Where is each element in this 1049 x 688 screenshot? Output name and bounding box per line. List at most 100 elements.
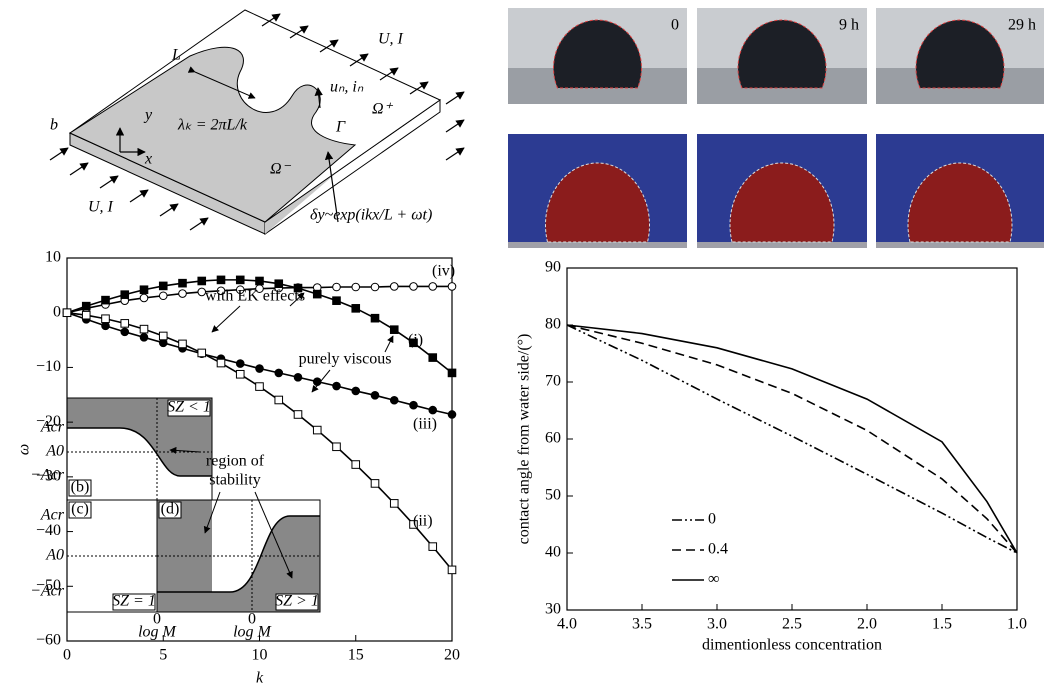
flow-label: U, I <box>88 199 114 216</box>
annotation-arrow <box>385 336 393 352</box>
region-label: Ω⁻ <box>270 161 292 178</box>
axis-label: x <box>144 151 152 168</box>
marker <box>333 443 341 451</box>
series-label: (ii) <box>413 513 433 530</box>
marker <box>159 292 167 300</box>
marker <box>236 370 244 378</box>
figure: U, I U, I L uₙ, iₙ Ω⁺ Ω⁻ y x b λₖ = 2πL/… <box>0 0 1049 688</box>
substrate <box>508 242 687 248</box>
marker <box>140 294 148 302</box>
inset-condition: SZ < 1 <box>167 399 211 416</box>
x-tick-label: 1.5 <box>932 616 952 633</box>
marker <box>140 325 148 333</box>
marker <box>179 279 187 287</box>
legend-label: 0.4 <box>708 541 728 558</box>
y-tick-label: −60 <box>36 632 61 649</box>
x-tick-label: 15 <box>348 647 364 664</box>
y-tick-label: −10 <box>36 358 61 375</box>
legend-label: ∞ <box>708 571 719 588</box>
inset-x-label: log M <box>233 624 272 641</box>
y-tick-label: 80 <box>545 316 561 333</box>
marker <box>217 276 225 284</box>
marker <box>256 365 264 373</box>
x-tick-label: 1.0 <box>1007 616 1027 633</box>
annotation: stability <box>209 472 261 489</box>
marker <box>448 369 456 377</box>
marker <box>429 406 437 414</box>
y-tick-label: 40 <box>545 544 561 561</box>
x-tick-label: 2.0 <box>857 616 877 633</box>
marker <box>313 426 321 434</box>
inset-condition: SZ = 1 <box>112 593 156 610</box>
marker <box>390 283 398 291</box>
photo-panels: 09 h29 h <box>508 8 1044 248</box>
y-tick-label: 0 <box>53 303 61 320</box>
inset-tag: (c) <box>71 501 89 518</box>
x-tick-label: 20 <box>444 647 460 664</box>
marker <box>159 332 167 340</box>
marker <box>102 315 110 323</box>
marker <box>371 392 379 400</box>
y-tick-label: 90 <box>545 259 561 276</box>
inset-condition: SZ > 1 <box>275 593 319 610</box>
y-tick-label: 50 <box>545 487 561 504</box>
x-tick-label: 3.0 <box>707 616 727 633</box>
series-label: (iv) <box>432 263 455 280</box>
marker <box>371 283 379 291</box>
y-tick-label: −20 <box>36 413 61 430</box>
marker <box>352 283 360 291</box>
y-axis-label: contact angle from water side/(°) <box>516 334 533 545</box>
series-label: (i) <box>408 332 423 349</box>
y-axis-label: ω <box>16 444 33 455</box>
series-line <box>567 325 1017 553</box>
marker <box>333 297 341 305</box>
marker <box>333 283 341 291</box>
marker <box>275 369 283 377</box>
marker <box>352 461 360 469</box>
marker <box>198 277 206 285</box>
inset-y-label: Acr <box>40 507 65 524</box>
marker <box>429 543 437 551</box>
time-label: 0 <box>671 17 679 34</box>
annotation: purely viscous <box>299 351 392 368</box>
plot-frame <box>567 268 1017 610</box>
marker <box>448 566 456 574</box>
marker <box>410 283 418 291</box>
marker <box>390 396 398 404</box>
marker <box>371 314 379 322</box>
substrate <box>697 242 867 248</box>
insets: (b)SZ < 1(c)SZ = 1(d)SZ > 1AcrA0−AcrAcrA… <box>30 398 320 641</box>
marker <box>121 291 129 299</box>
y-tick-label: 10 <box>45 249 61 266</box>
marker <box>313 290 321 298</box>
marker <box>256 277 264 285</box>
marker <box>448 411 456 419</box>
marker <box>352 305 360 313</box>
annotation: region of <box>206 453 265 470</box>
marker <box>294 411 302 419</box>
x-axis-label: dimentionless concentration <box>702 637 882 654</box>
region-label: Ω⁺ <box>372 101 394 118</box>
marker <box>82 302 90 310</box>
annotation-arrow <box>212 306 240 332</box>
thickness-label: b <box>50 117 58 134</box>
marker <box>198 349 206 357</box>
marker <box>390 500 398 508</box>
marker <box>102 322 110 330</box>
x-tick-label: 5 <box>159 647 167 664</box>
marker <box>217 359 225 367</box>
x-tick-label: 0 <box>63 647 71 664</box>
series-line <box>567 325 1017 553</box>
normal-label: uₙ, iₙ <box>330 79 364 96</box>
y-tick-label: 70 <box>545 373 561 390</box>
inset-x-label: log M <box>138 624 177 641</box>
inset-tag: (b) <box>71 479 90 496</box>
series-label: (iii) <box>413 416 437 433</box>
plate-diagram: U, I U, I L uₙ, iₙ Ω⁺ Ω⁻ y x b λₖ = 2πL/… <box>50 10 464 234</box>
y-tick-label: 30 <box>545 601 561 618</box>
x-tick-label: 3.5 <box>632 616 652 633</box>
y-tick-label: −50 <box>36 577 61 594</box>
marker <box>256 383 264 391</box>
marker <box>236 360 244 368</box>
marker <box>159 282 167 290</box>
